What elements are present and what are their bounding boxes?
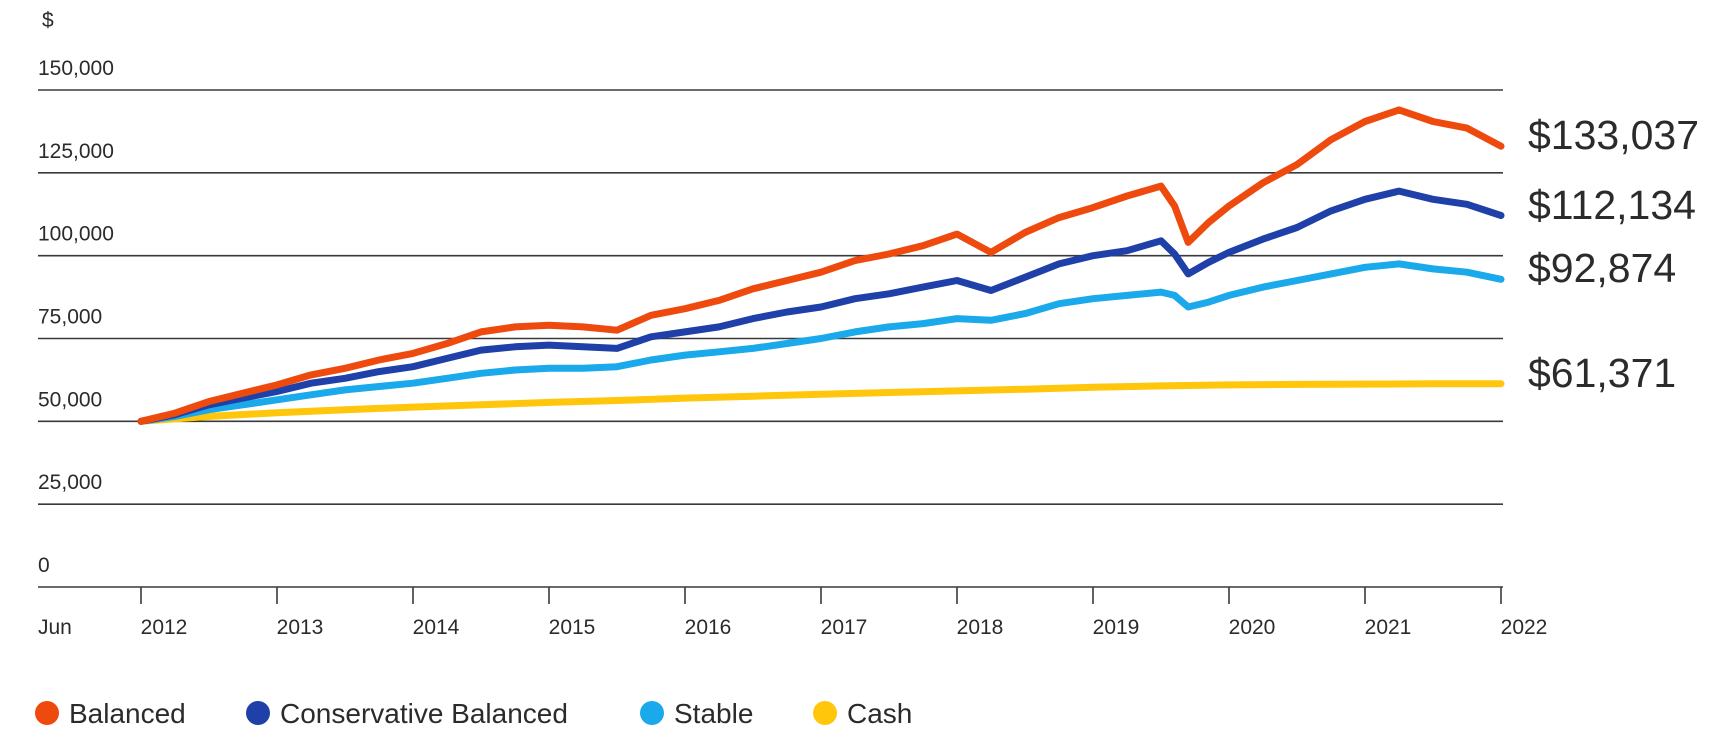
y-tick-label: 50,000 — [38, 388, 102, 411]
y-tick-label: 100,000 — [38, 223, 114, 246]
y-unit-label: $ — [42, 9, 54, 32]
legend-swatch-conservative-balanced — [246, 701, 270, 725]
x-tick-label: 2014 — [413, 616, 460, 639]
x-tick-label: 2015 — [549, 616, 596, 639]
legend-swatch-stable — [640, 701, 664, 725]
series-line-cash — [137, 380, 1505, 425]
y-tick-label: 75,000 — [38, 306, 102, 329]
x-tick-label: 2016 — [685, 616, 732, 639]
legend-swatch-cash — [813, 701, 837, 725]
legend: Balanced Conservative Balanced Stable Cash — [35, 698, 912, 729]
x-axis: Jun 2012 2013 2014 2015 2016 2017 2018 2019 2020 2… — [38, 587, 1547, 639]
y-tick-label: 0 — [38, 554, 50, 577]
x-tick-label: 2021 — [1365, 616, 1412, 639]
series-lines — [137, 106, 1505, 425]
y-tick-label: 150,000 — [38, 57, 114, 80]
series-line-stable — [137, 260, 1505, 425]
x-tick-label: 2013 — [277, 616, 324, 639]
legend-label-conservative-balanced: Conservative Balanced — [280, 698, 568, 729]
end-label-stable: $92,874 — [1528, 245, 1676, 291]
y-tick-label: 125,000 — [38, 140, 114, 163]
y-tick-label: 25,000 — [38, 471, 102, 494]
gridlines — [38, 89, 1503, 588]
y-axis-tick-labels: 0 25,000 50,000 75,000 100,000 125,000 150,000 — [38, 57, 114, 577]
legend-label-stable: Stable — [674, 698, 753, 729]
legend-label-balanced: Balanced — [69, 698, 186, 729]
series-line-balanced — [137, 106, 1505, 425]
legend-label-cash: Cash — [847, 698, 912, 729]
x-tick-label: 2012 — [141, 616, 188, 639]
x-tick-label: 2022 — [1501, 616, 1548, 639]
x-tick-label: 2017 — [821, 616, 868, 639]
x-tick-label: 2019 — [1093, 616, 1140, 639]
x-start-label: Jun — [38, 616, 72, 639]
legend-swatch-balanced — [35, 701, 59, 725]
end-value-labels: $133,037 $112,134 $92,874 $61,371 — [1528, 112, 1699, 396]
end-label-balanced: $133,037 — [1528, 112, 1699, 158]
series-line-conservative-balanced — [137, 187, 1505, 425]
end-label-cash: $61,371 — [1528, 350, 1676, 396]
end-label-conservative-balanced: $112,134 — [1528, 182, 1696, 228]
x-tick-label: 2018 — [957, 616, 1004, 639]
x-tick-label: 2020 — [1229, 616, 1276, 639]
